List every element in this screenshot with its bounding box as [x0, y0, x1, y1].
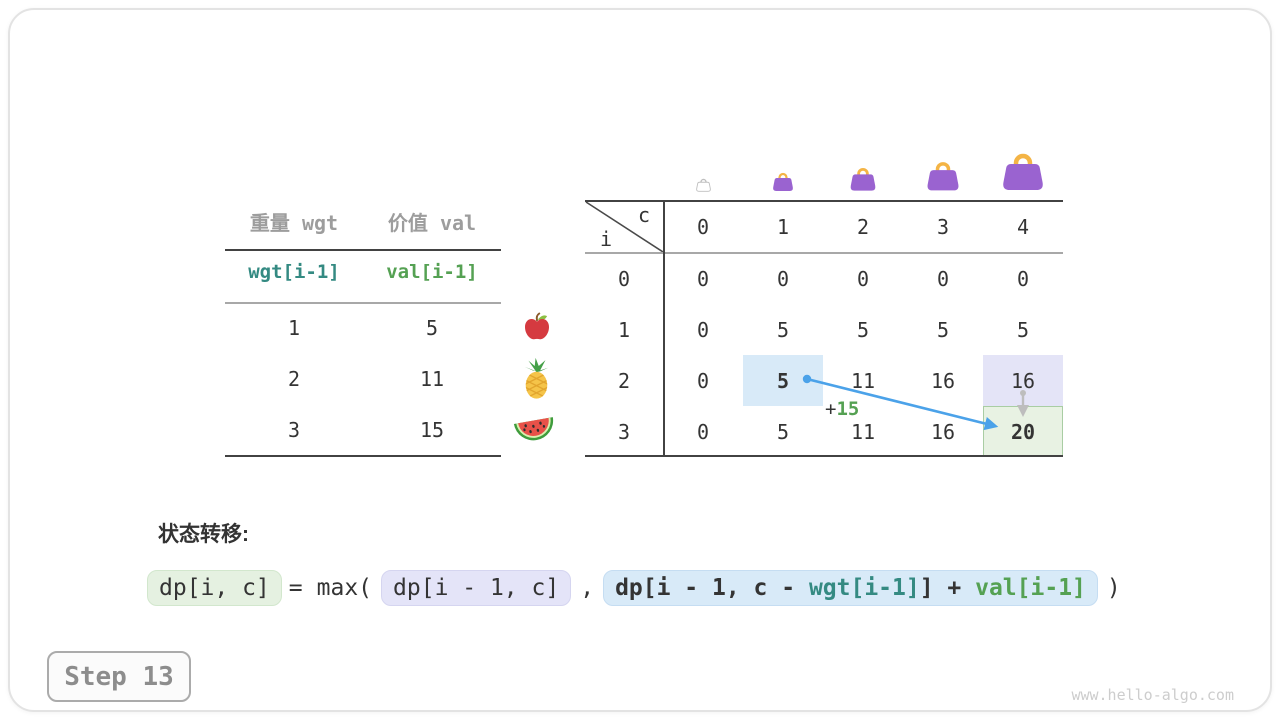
capacity-bags-row: [663, 128, 1063, 192]
item-3-value: 15: [419, 418, 445, 442]
dp-cell-3-1: 5: [776, 419, 790, 444]
divider: [225, 455, 501, 457]
formula-arg2-chip: dp[i - 1, c - wgt[i-1]] + val[i-1]: [603, 570, 1098, 606]
row-header-3: 3: [617, 419, 631, 444]
bag-capacity-1-icon: [743, 128, 823, 192]
col-header-0: 0: [696, 214, 710, 239]
dp-table: c i 0 1 2 3 4 0 1 2 3 0 0 0 0 0 0 5 5 5 …: [585, 200, 1063, 457]
row-header-1: 1: [617, 317, 631, 342]
row-axis-label: i: [600, 227, 613, 251]
row-header-0: 0: [617, 266, 631, 291]
dp-cell-3-4-result-highlight: 20: [983, 406, 1063, 457]
divider: [663, 200, 665, 457]
arg2-wgt-term: wgt[i-1]: [808, 575, 920, 601]
dp-cell-0-0: 0: [696, 266, 710, 291]
item-1-value: 5: [425, 316, 439, 340]
col-header-3: 3: [936, 214, 950, 239]
watermark: www.hello-algo.com: [1071, 686, 1234, 704]
plus-sign: +: [825, 398, 837, 420]
col-axis-label: c: [637, 203, 650, 227]
dp-cell-2-0: 0: [696, 368, 710, 393]
col-header-1: 1: [776, 214, 790, 239]
bag-capacity-4-icon: [983, 128, 1063, 192]
col-header-4: 4: [1016, 214, 1030, 239]
val-index-label: val[i-1]: [386, 261, 478, 283]
diagonal-divider: [585, 201, 663, 253]
bag-capacity-3-icon: [903, 128, 983, 192]
watermelon-icon: [512, 413, 556, 449]
divider: [585, 455, 1063, 457]
add-value-annotation: +15: [825, 398, 859, 420]
item-row-1: 1 5: [225, 316, 501, 340]
value-column-header: 价值 val: [387, 211, 477, 235]
dp-cell-1-3: 5: [936, 317, 950, 342]
dp-cell-1-4: 5: [1016, 317, 1030, 342]
row-header-2: 2: [617, 368, 631, 393]
dp-cell-2-4-compare-highlight: 16: [983, 355, 1063, 406]
bag-capacity-2-icon: [823, 128, 903, 192]
step-badge: Step 13: [47, 651, 191, 702]
state-transition-formula: dp[i, c] = max( dp[i - 1, c] , dp[i - 1,…: [147, 570, 1128, 606]
dp-cell-3-0: 0: [696, 419, 710, 444]
item-row-3: 3 15: [225, 418, 501, 442]
divider: [225, 249, 501, 251]
dp-cell-2-3: 16: [930, 368, 956, 393]
dp-cell-0-3: 0: [936, 266, 950, 291]
close-paren: ): [1106, 575, 1121, 601]
max-open: max(: [316, 575, 373, 601]
divider: [585, 200, 1063, 202]
comma: ,: [580, 575, 595, 601]
item-row-2: 2 11: [225, 367, 501, 391]
arg2-prefix: dp[i - 1, c -: [615, 575, 809, 601]
bag-capacity-0-icon: [663, 128, 743, 192]
dp-cell-1-2: 5: [856, 317, 870, 342]
dp-cell-0-4: 0: [1016, 266, 1030, 291]
arg2-val-term: val[i-1]: [975, 575, 1086, 601]
item-2-value: 11: [419, 367, 445, 391]
item-2-weight: 2: [287, 367, 301, 391]
divider: [585, 252, 1063, 254]
item-3-weight: 3: [287, 418, 301, 442]
col-header-2: 2: [856, 214, 870, 239]
formula-arg1-chip: dp[i - 1, c]: [381, 570, 572, 606]
dp-cell-1-1: 5: [776, 317, 790, 342]
item-table-header: 重量 wgt 价值 val: [225, 207, 501, 236]
figure-card: 重量 wgt 价值 val wgt[i-1] val[i-1] 1 5 2 11…: [8, 8, 1272, 712]
divider: [225, 302, 501, 304]
wgt-index-label: wgt[i-1]: [248, 261, 340, 283]
equals-sign: =: [288, 575, 303, 601]
state-transition-title: 状态转移:: [158, 523, 249, 546]
item-table-index-row: wgt[i-1] val[i-1]: [225, 261, 501, 283]
arg2-mid: ] +: [919, 575, 976, 601]
added-value: 15: [836, 398, 860, 420]
item-table: 重量 wgt 价值 val wgt[i-1] val[i-1] 1 5 2 11…: [225, 205, 501, 457]
dp-cell-0-1: 0: [776, 266, 790, 291]
apple-icon: [522, 312, 552, 346]
item-1-weight: 1: [287, 316, 301, 340]
formula-lhs-chip: dp[i, c]: [147, 570, 282, 606]
dp-corner-cell: c i: [585, 200, 663, 253]
pineapple-icon: [520, 357, 553, 404]
dp-cell-0-2: 0: [856, 266, 870, 291]
weight-column-header: 重量 wgt: [249, 211, 339, 235]
dp-cell-1-0: 0: [696, 317, 710, 342]
dp-cell-3-3: 16: [930, 419, 956, 444]
dp-cell-2-1-source-highlight: 5: [743, 355, 823, 406]
